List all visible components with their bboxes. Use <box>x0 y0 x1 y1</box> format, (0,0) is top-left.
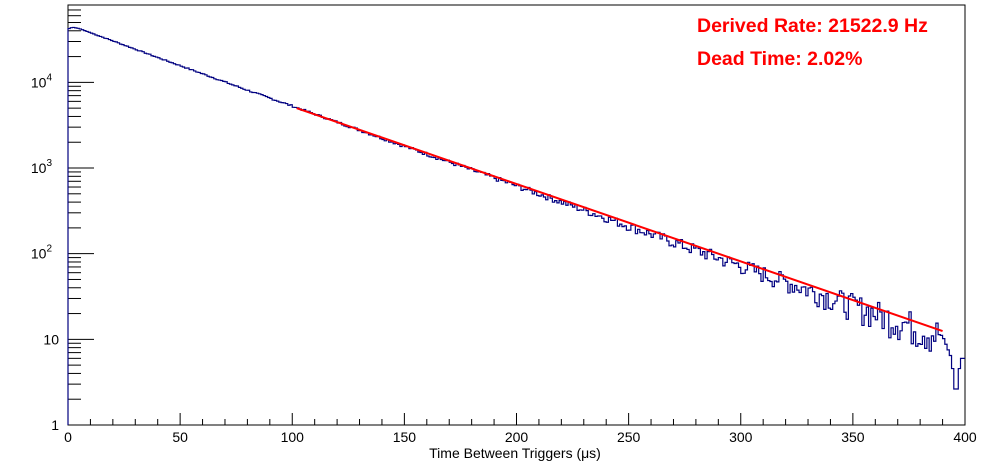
y-tick-label: 1 <box>51 417 59 433</box>
fit-line <box>296 107 943 332</box>
histogram-series <box>67 26 965 425</box>
x-axis-label: Time Between Triggers (μs) <box>429 445 601 461</box>
x-tick-label: 150 <box>393 429 417 445</box>
y-tick-label: 102 <box>31 244 53 262</box>
y-tick-label: 104 <box>31 72 53 90</box>
x-tick-label: 400 <box>953 429 977 445</box>
dead-time-annotation: Dead Time: 2.02% <box>697 48 863 70</box>
derived-rate-annotation: Derived Rate: 21522.9 Hz <box>697 15 928 37</box>
x-tick-label: 300 <box>729 429 753 445</box>
x-tick-label: 50 <box>172 429 188 445</box>
x-tick-labels: 0 50 100 150 200 250 300 350 400 <box>64 429 977 445</box>
x-tick-label: 0 <box>64 429 72 445</box>
x-tick-label: 250 <box>617 429 641 445</box>
x-tick-label: 350 <box>841 429 865 445</box>
x-tick-label: 200 <box>505 429 529 445</box>
x-tick-label: 100 <box>281 429 305 445</box>
y-tick-label: 103 <box>31 158 53 176</box>
axis-ticks <box>67 4 966 426</box>
y-tick-labels: 1 10 102 103 104 <box>31 72 59 433</box>
y-tick-label: 10 <box>43 331 59 347</box>
